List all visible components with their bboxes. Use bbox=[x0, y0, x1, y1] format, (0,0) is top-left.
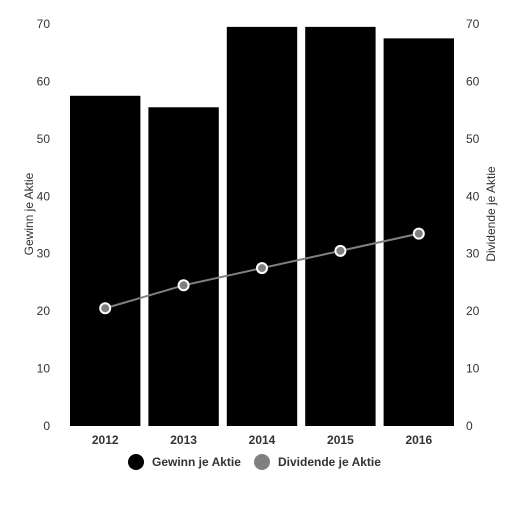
legend: Gewinn je Aktie Dividende je Aktie bbox=[128, 454, 381, 470]
y-tick-left-60: 60 bbox=[37, 74, 51, 88]
legend-marker-dividende bbox=[254, 454, 270, 470]
y-tick-right-30: 30 bbox=[466, 247, 480, 261]
dividend-point-2016[interactable] bbox=[412, 227, 425, 240]
y-axis-right: 0 10 20 30 40 50 60 70 bbox=[466, 17, 480, 433]
x-tick-2015: 2015 bbox=[327, 433, 354, 447]
legend-marker-gewinn bbox=[128, 454, 144, 470]
dividend-point-2012[interactable] bbox=[99, 302, 112, 315]
x-axis: 2012 2013 2014 2015 2016 bbox=[92, 433, 433, 447]
y-tick-right-20: 20 bbox=[466, 304, 480, 318]
x-tick-2012: 2012 bbox=[92, 433, 119, 447]
y-axis-left: 0 10 20 30 40 50 60 70 bbox=[37, 17, 51, 433]
y-tick-right-0: 0 bbox=[466, 419, 473, 433]
y-tick-left-50: 50 bbox=[37, 132, 51, 146]
dividend-point-2015[interactable] bbox=[334, 244, 347, 257]
x-tick-2016: 2016 bbox=[405, 433, 432, 447]
dividend-point-2014[interactable] bbox=[256, 262, 268, 275]
legend-label-dividende: Dividende je Aktie bbox=[278, 455, 381, 469]
y-tick-left-70: 70 bbox=[37, 17, 51, 31]
y-tick-right-60: 60 bbox=[466, 74, 480, 88]
dividend-point-2013[interactable] bbox=[177, 279, 190, 292]
legend-item-gewinn[interactable]: Gewinn je Aktie bbox=[128, 454, 241, 470]
y-tick-left-40: 40 bbox=[37, 189, 51, 203]
y-tick-left-0: 0 bbox=[43, 419, 50, 433]
x-tick-2013: 2013 bbox=[170, 433, 197, 447]
bar-2012[interactable] bbox=[70, 95, 141, 427]
y-tick-left-20: 20 bbox=[37, 304, 51, 318]
bars-layer bbox=[70, 26, 454, 427]
line-layer bbox=[99, 227, 425, 315]
legend-label-gewinn: Gewinn je Aktie bbox=[152, 455, 241, 469]
y-tick-right-50: 50 bbox=[466, 132, 480, 146]
bar-2014[interactable] bbox=[226, 26, 298, 426]
bar-2013[interactable] bbox=[148, 107, 219, 427]
bar-2015[interactable] bbox=[305, 26, 376, 426]
y-axis-right-title: Dividende je Aktie bbox=[484, 166, 498, 262]
y-tick-left-30: 30 bbox=[37, 247, 51, 261]
y-tick-left-10: 10 bbox=[37, 362, 51, 376]
y-tick-right-10: 10 bbox=[466, 362, 480, 376]
x-tick-2014: 2014 bbox=[249, 433, 276, 447]
y-axis-left-title: Gewinn je Aktie bbox=[22, 172, 36, 255]
y-tick-right-40: 40 bbox=[466, 189, 480, 203]
legend-item-dividende[interactable]: Dividende je Aktie bbox=[254, 454, 381, 470]
y-tick-right-70: 70 bbox=[466, 17, 480, 31]
